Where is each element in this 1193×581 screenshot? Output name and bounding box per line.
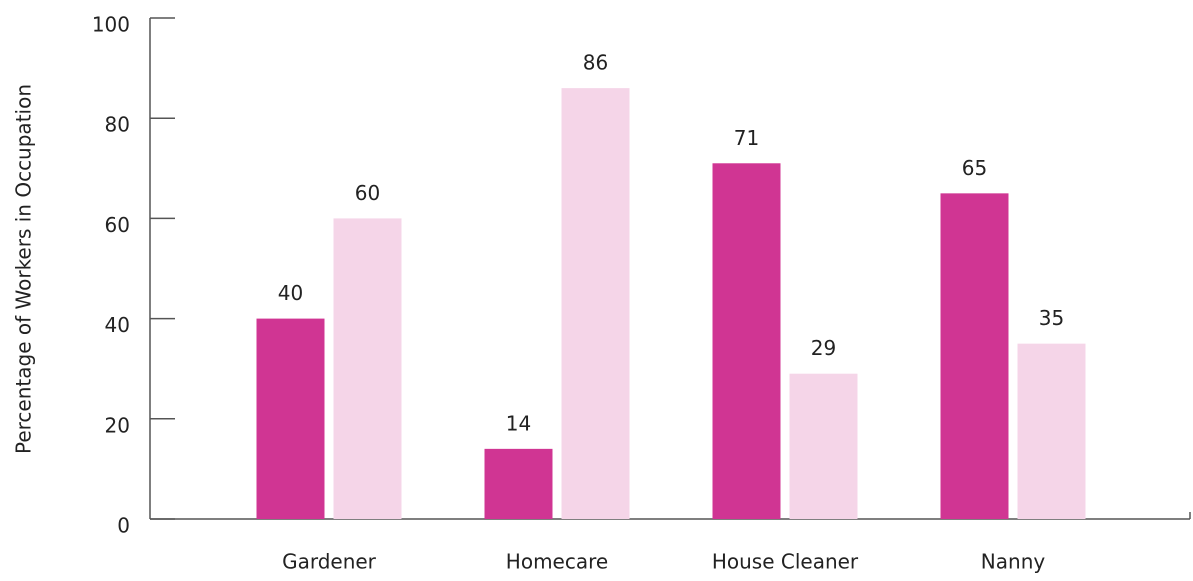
bar — [333, 218, 402, 519]
y-tick-label: 60 — [105, 213, 130, 237]
value-label: 86 — [583, 51, 608, 75]
bar — [712, 163, 781, 520]
x-tick-label: House Cleaner — [712, 550, 859, 574]
value-label: 14 — [506, 411, 531, 435]
value-label: 29 — [811, 336, 836, 360]
value-label: 65 — [962, 156, 987, 180]
bar — [940, 193, 1009, 519]
bar — [1017, 343, 1086, 519]
bar — [256, 318, 325, 519]
value-label: 35 — [1039, 306, 1064, 330]
x-tick-label: Gardener — [282, 550, 377, 574]
bar — [484, 448, 553, 519]
x-tick-label: Nanny — [981, 550, 1046, 574]
bar — [789, 373, 858, 519]
y-tick-label: 0 — [117, 514, 130, 538]
value-label: 40 — [278, 281, 303, 305]
bar — [561, 88, 630, 519]
y-tick-label: 20 — [105, 413, 130, 437]
y-tick-label: 100 — [92, 13, 130, 37]
y-axis-label: Percentage of Workers in Occupation — [12, 84, 36, 454]
x-tick-label: Homecare — [506, 550, 608, 574]
value-label: 71 — [734, 126, 759, 150]
value-label: 60 — [355, 181, 380, 205]
y-tick-label: 80 — [105, 113, 130, 137]
y-tick-label: 40 — [105, 313, 130, 337]
